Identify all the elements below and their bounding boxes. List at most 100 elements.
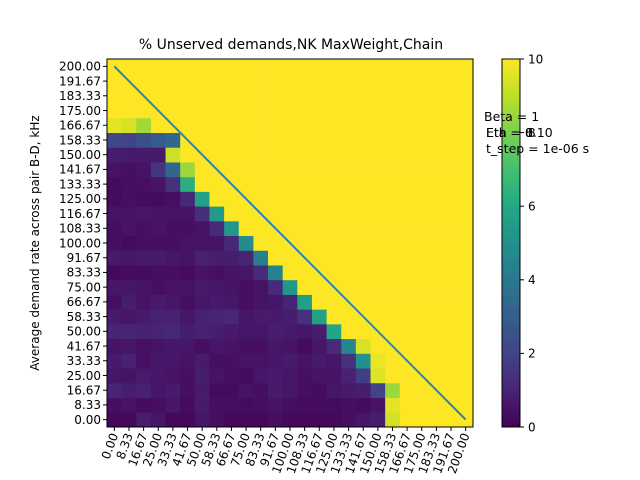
heatmap-cell [180,117,196,133]
heatmap-cell [282,103,298,119]
heatmap-cell [414,309,430,325]
heatmap-cell [370,309,386,325]
heatmap-cell [180,147,196,163]
heatmap-cell [107,117,123,133]
heatmap-cell [414,162,430,178]
heatmap-cell [414,250,430,266]
heatmap-cell [238,397,254,413]
heatmap-cell [429,191,445,207]
heatmap-cell [429,309,445,325]
heatmap-cell [385,294,401,310]
heatmap-cell [253,132,269,148]
heatmap-cell [121,382,137,398]
heatmap-cell [150,382,166,398]
heatmap-cell [429,206,445,222]
heatmap-cell [121,412,137,428]
heatmap-cell [326,162,342,178]
heatmap-cell [311,162,327,178]
heatmap-cell [238,338,254,354]
heatmap-cell [165,338,181,354]
heatmap-cell [136,117,152,133]
heatmap-cell [194,88,210,104]
y-axis-label: Average demand rate across pair B-D, kHz [28,115,42,370]
heatmap-cell [311,250,327,266]
heatmap-cell [399,117,415,133]
heatmap-cell [209,206,225,222]
heatmap-cell [136,412,152,428]
heatmap-cell [253,265,269,281]
heatmap-cell [209,382,225,398]
heatmap-cell [458,235,474,251]
heatmap-cell [268,265,284,281]
heatmap-cell [326,59,342,75]
heatmap-cell [150,235,166,251]
colorbar-tick-label: 0 [528,420,536,434]
heatmap-cell [121,294,137,310]
heatmap-cell [224,338,240,354]
heatmap-cell [194,397,210,413]
heatmap-cell [414,206,430,222]
y-axis-ticks: 0.008.3316.6725.0033.3341.6750.0058.3366… [59,60,107,427]
heatmap-cell [414,412,430,428]
heatmap-cell [443,294,459,310]
heatmap-cell [341,382,357,398]
heatmap-cell [355,382,371,398]
heatmap-cell [297,323,313,340]
heatmap-cell [194,309,210,325]
heatmap-cell [429,88,445,104]
heatmap-cell [209,220,225,237]
heatmap-cell [443,88,459,104]
heatmap-cell [311,412,327,428]
heatmap-cell [136,235,152,251]
heatmap-cell [385,117,401,133]
colorbar-tick-label: 8 [528,126,536,140]
heatmap-cell [180,88,196,104]
heatmap-cell [399,220,415,237]
heatmap-cell [297,132,313,148]
heatmap-cell [385,103,401,119]
heatmap-cell [253,103,269,119]
heatmap-cell [224,132,240,148]
heatmap-cell [107,235,123,251]
heatmap-cell [370,176,386,192]
heatmap-cell [180,176,196,192]
heatmap-cell [311,220,327,237]
heatmap-cell [443,309,459,325]
heatmap-cell [311,117,327,133]
heatmap-cell [385,382,401,398]
heatmap-cell [180,73,196,89]
heatmap-cell [165,103,181,119]
heatmap-cell [150,294,166,310]
heatmap-cell [150,132,166,148]
heatmap-cell [107,220,123,237]
heatmap-cell [355,235,371,251]
heatmap-cell [238,147,254,163]
heatmap-cell [180,103,196,119]
heatmap-cell [458,59,474,75]
heatmap-cell [136,132,152,148]
heatmap-cell [282,132,298,148]
heatmap-cell [458,206,474,222]
heatmap-cell [268,309,284,325]
heatmap-cell [385,250,401,266]
heatmap-cell [458,368,474,384]
heatmap-cell [297,103,313,119]
heatmap-cell [399,368,415,384]
heatmap-cell [355,117,371,133]
y-tick-label: 41.67 [67,339,101,353]
heatmap-cell [121,368,137,384]
heatmap-cell [282,250,298,266]
heatmap-cell [443,235,459,251]
heatmap-cell [165,265,181,281]
heatmap-cell [385,220,401,237]
heatmap-cell [297,73,313,89]
heatmap-cell [180,368,196,384]
heatmap-cell [414,382,430,398]
heatmap-cell [238,117,254,133]
heatmap-cell [136,220,152,237]
heatmap-cell [355,88,371,104]
heatmap-cell [268,176,284,192]
heatmap-cell [341,265,357,281]
heatmap-cell [224,279,240,295]
heatmap-cell [326,382,342,398]
